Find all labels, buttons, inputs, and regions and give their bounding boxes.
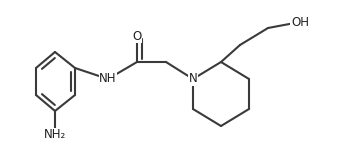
Text: OH: OH <box>291 15 309 28</box>
Text: O: O <box>132 30 142 43</box>
Text: N: N <box>189 73 197 85</box>
Text: NH₂: NH₂ <box>44 128 66 142</box>
Text: NH: NH <box>99 73 117 85</box>
